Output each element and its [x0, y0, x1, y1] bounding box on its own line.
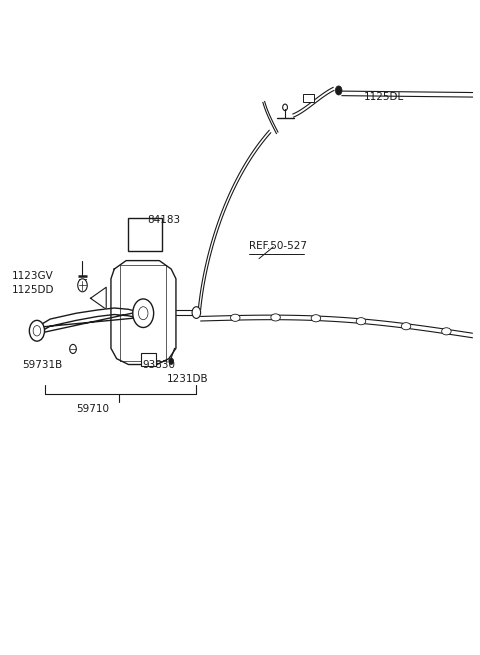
- Polygon shape: [91, 288, 106, 309]
- Text: 59731B: 59731B: [22, 360, 62, 370]
- Bar: [128, 218, 162, 251]
- Ellipse shape: [271, 314, 280, 321]
- Text: 1231DB: 1231DB: [167, 375, 208, 384]
- Text: 59710: 59710: [76, 403, 109, 414]
- Circle shape: [169, 358, 174, 365]
- Polygon shape: [303, 94, 314, 102]
- Text: 1125DD: 1125DD: [12, 285, 55, 295]
- Ellipse shape: [356, 318, 366, 325]
- Circle shape: [29, 320, 45, 341]
- Circle shape: [70, 345, 76, 354]
- Text: 84183: 84183: [147, 215, 180, 225]
- Ellipse shape: [230, 314, 240, 322]
- Text: 1125DL: 1125DL: [363, 92, 404, 102]
- Polygon shape: [36, 308, 138, 334]
- Ellipse shape: [401, 323, 411, 329]
- Ellipse shape: [442, 328, 451, 335]
- Bar: [141, 354, 156, 366]
- Text: 93830: 93830: [143, 360, 176, 370]
- Circle shape: [133, 299, 154, 328]
- Circle shape: [192, 307, 201, 318]
- Text: REF.50-527: REF.50-527: [250, 241, 308, 252]
- Text: 1123GV: 1123GV: [12, 271, 54, 280]
- Circle shape: [336, 86, 342, 95]
- Ellipse shape: [311, 314, 321, 322]
- Circle shape: [78, 279, 87, 291]
- Polygon shape: [111, 261, 176, 365]
